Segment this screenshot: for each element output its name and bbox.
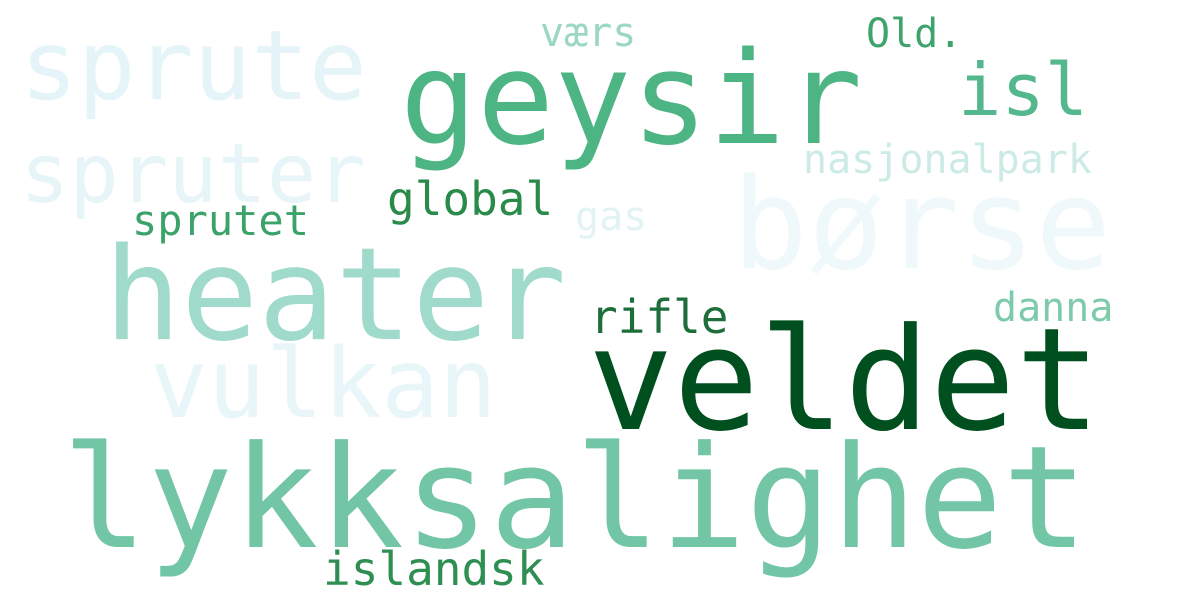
word-rifle: rifle [590, 290, 729, 344]
word-islandsk: islandsk [323, 542, 545, 596]
word-borse: børse [732, 151, 1112, 298]
word-sprute: sprute [20, 10, 367, 122]
word-spruter: spruter [20, 127, 366, 222]
word-danna: danna [993, 285, 1114, 331]
word-geysir: geysir [400, 25, 863, 174]
word-sprutet: sprutet [132, 196, 310, 245]
word-lykksalighet: lykksalighet [62, 416, 1088, 581]
word-vaers: værs [540, 10, 637, 56]
word-global: global [387, 172, 554, 226]
word-gas: gas [575, 194, 648, 240]
word-veldet: veldet [588, 298, 1101, 463]
word-heater: heater [104, 221, 567, 370]
word-old: Old. [866, 11, 963, 57]
word-nasjonalpark: nasjonalpark [803, 137, 1092, 183]
word-vulkan: vulkan [150, 328, 497, 440]
word-isl: isl [958, 48, 1089, 132]
